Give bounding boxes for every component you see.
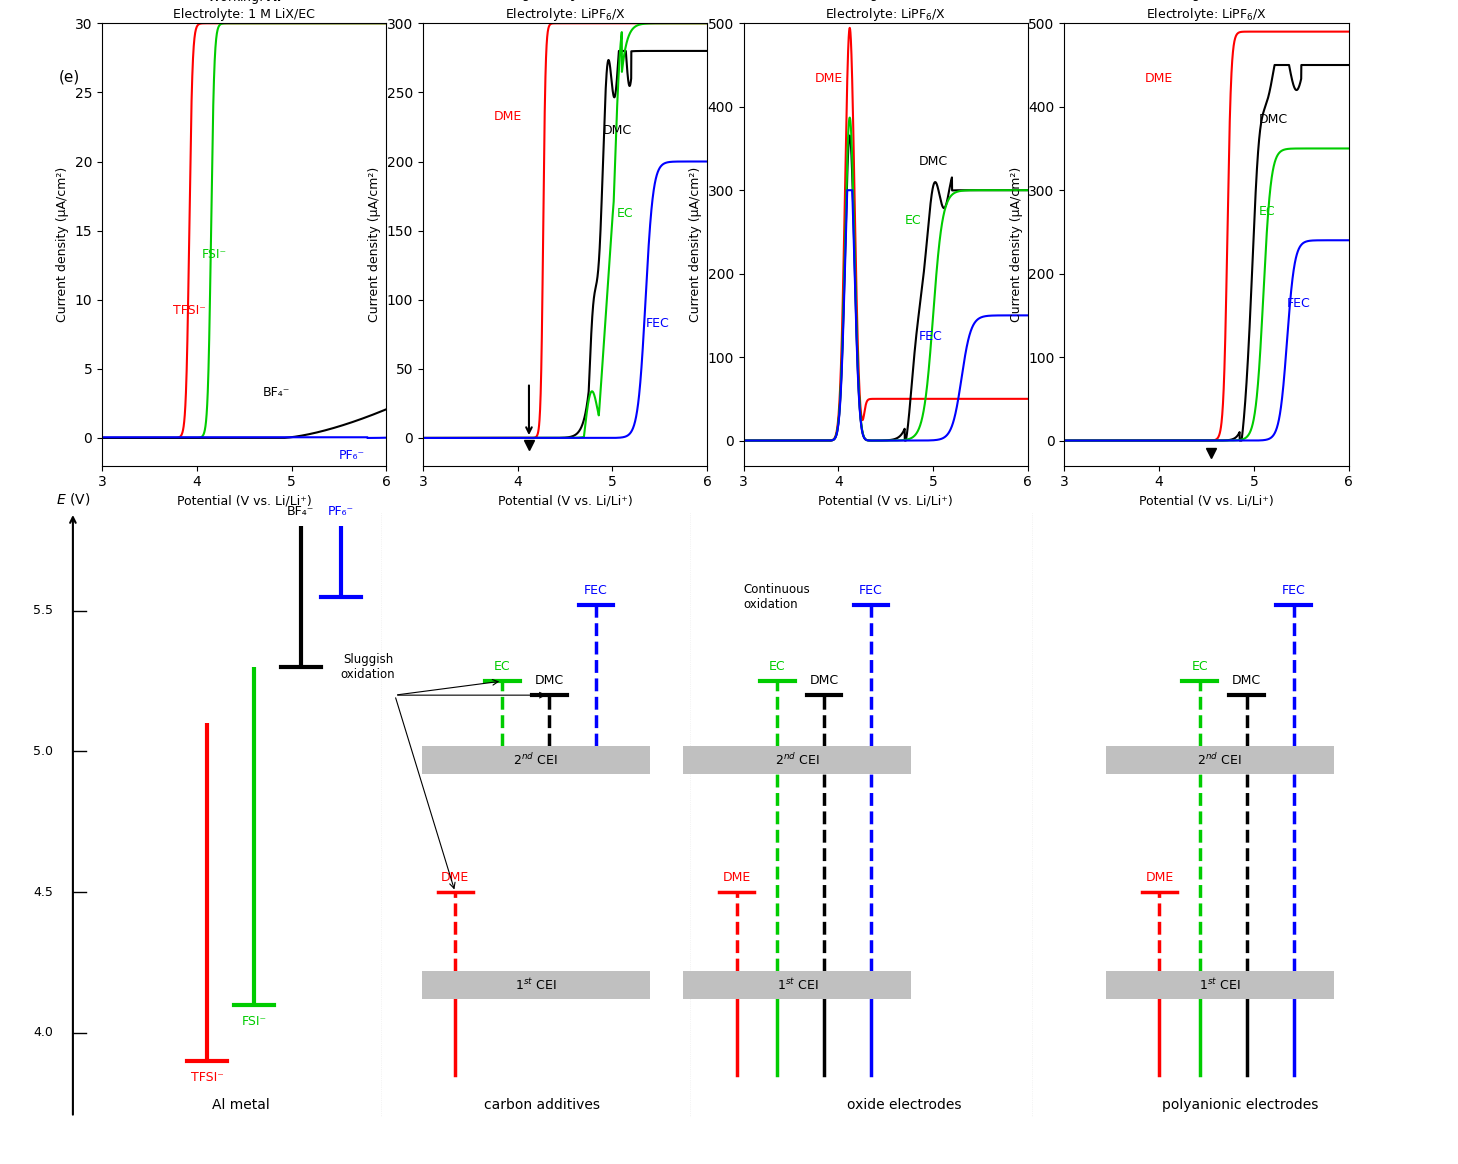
Text: DME: DME: [1145, 72, 1174, 85]
Text: 5.0: 5.0: [32, 745, 52, 758]
Title: Working: $\bf{LiMn_2O_4}$
Electrolyte: LiPF$_6$/X: Working: $\bf{LiMn_2O_4}$ Electrolyte: L…: [825, 0, 946, 23]
Title: Working: $\bf{LiCoPO_4}$
Electrolyte: LiPF$_6$/X: Working: $\bf{LiCoPO_4}$ Electrolyte: Li…: [1146, 0, 1267, 23]
Text: FEC: FEC: [1282, 583, 1305, 597]
Y-axis label: Current density (μA/cm²): Current density (μA/cm²): [369, 166, 381, 322]
Text: DME: DME: [494, 111, 522, 123]
Text: FSI⁻: FSI⁻: [242, 1015, 267, 1028]
Text: 1$^{st}$ CEI: 1$^{st}$ CEI: [515, 978, 557, 993]
Y-axis label: Current density (μA/cm²): Current density (μA/cm²): [1010, 166, 1022, 322]
Text: DMC: DMC: [604, 123, 631, 137]
Text: DMC: DMC: [919, 155, 948, 168]
Text: $E$ (V): $E$ (V): [55, 490, 90, 506]
Text: TFSI⁻: TFSI⁻: [174, 304, 206, 317]
X-axis label: Potential (V vs. Li/Li⁺): Potential (V vs. Li/Li⁺): [176, 495, 312, 508]
Text: EC: EC: [617, 207, 634, 220]
Text: Sluggish
oxidation: Sluggish oxidation: [341, 653, 395, 681]
Text: EC: EC: [768, 660, 786, 673]
Text: PF₆⁻: PF₆⁻: [328, 505, 354, 518]
Title: Working: $\bf{Al}$
Electrolyte: 1 M LiX/EC: Working: $\bf{Al}$ Electrolyte: 1 M LiX/…: [174, 0, 315, 21]
Text: FEC: FEC: [919, 331, 943, 343]
FancyBboxPatch shape: [1105, 746, 1334, 774]
Text: DMC: DMC: [1258, 113, 1287, 127]
Text: DMC: DMC: [535, 674, 564, 687]
Text: Al metal: Al metal: [211, 1098, 270, 1112]
X-axis label: Potential (V vs. Li/Li⁺): Potential (V vs. Li/Li⁺): [1139, 495, 1274, 508]
Text: oxide electrodes: oxide electrodes: [847, 1098, 962, 1112]
FancyBboxPatch shape: [421, 746, 650, 774]
Text: 4.0: 4.0: [34, 1027, 52, 1039]
Text: 1$^{st}$ CEI: 1$^{st}$ CEI: [777, 978, 818, 993]
Text: DMC: DMC: [809, 674, 838, 687]
Text: FEC: FEC: [646, 318, 669, 331]
Text: FEC: FEC: [585, 583, 608, 597]
Text: (e): (e): [58, 70, 80, 85]
Text: 2$^{nd}$ CEI: 2$^{nd}$ CEI: [776, 752, 819, 768]
Text: EC: EC: [1191, 660, 1209, 673]
FancyBboxPatch shape: [684, 746, 911, 774]
Text: FEC: FEC: [1287, 297, 1311, 310]
Text: polyanionic electrodes: polyanionic electrodes: [1162, 1098, 1318, 1112]
Text: DME: DME: [723, 871, 751, 883]
Text: FEC: FEC: [859, 583, 884, 597]
Text: EC: EC: [1258, 205, 1276, 218]
Y-axis label: Current density (μA/cm²): Current density (μA/cm²): [57, 166, 69, 322]
Text: BF₄⁻: BF₄⁻: [262, 386, 290, 399]
Text: 5.5: 5.5: [32, 604, 52, 617]
X-axis label: Potential (V vs. Li/Li⁺): Potential (V vs. Li/Li⁺): [497, 495, 633, 508]
Text: 2$^{nd}$ CEI: 2$^{nd}$ CEI: [513, 752, 558, 768]
Title: Working: $\bf{Acetylene\ black}$
Electrolyte: LiPF$_6$/X: Working: $\bf{Acetylene\ black}$ Electro…: [478, 0, 652, 23]
Text: DME: DME: [442, 871, 469, 883]
Text: 2$^{nd}$ CEI: 2$^{nd}$ CEI: [1197, 752, 1242, 768]
Text: carbon additives: carbon additives: [484, 1098, 601, 1112]
Text: DME: DME: [1146, 871, 1174, 883]
Text: TFSI⁻: TFSI⁻: [191, 1071, 223, 1084]
FancyBboxPatch shape: [1105, 971, 1334, 999]
FancyBboxPatch shape: [684, 971, 911, 999]
Text: PF₆⁻: PF₆⁻: [338, 448, 364, 462]
Text: Continuous
oxidation: Continuous oxidation: [744, 583, 811, 611]
Text: BF₄⁻: BF₄⁻: [287, 505, 315, 518]
Text: 1$^{st}$ CEI: 1$^{st}$ CEI: [1198, 978, 1241, 993]
Y-axis label: Current density (μA/cm²): Current density (μA/cm²): [690, 166, 701, 322]
Text: EC: EC: [494, 660, 510, 673]
Text: DME: DME: [815, 72, 843, 85]
Text: EC: EC: [904, 213, 921, 227]
Text: 4.5: 4.5: [34, 886, 52, 899]
Text: DMC: DMC: [1232, 674, 1261, 687]
Text: FSI⁻: FSI⁻: [201, 248, 226, 261]
X-axis label: Potential (V vs. Li/Li⁺): Potential (V vs. Li/Li⁺): [818, 495, 954, 508]
FancyBboxPatch shape: [421, 971, 650, 999]
